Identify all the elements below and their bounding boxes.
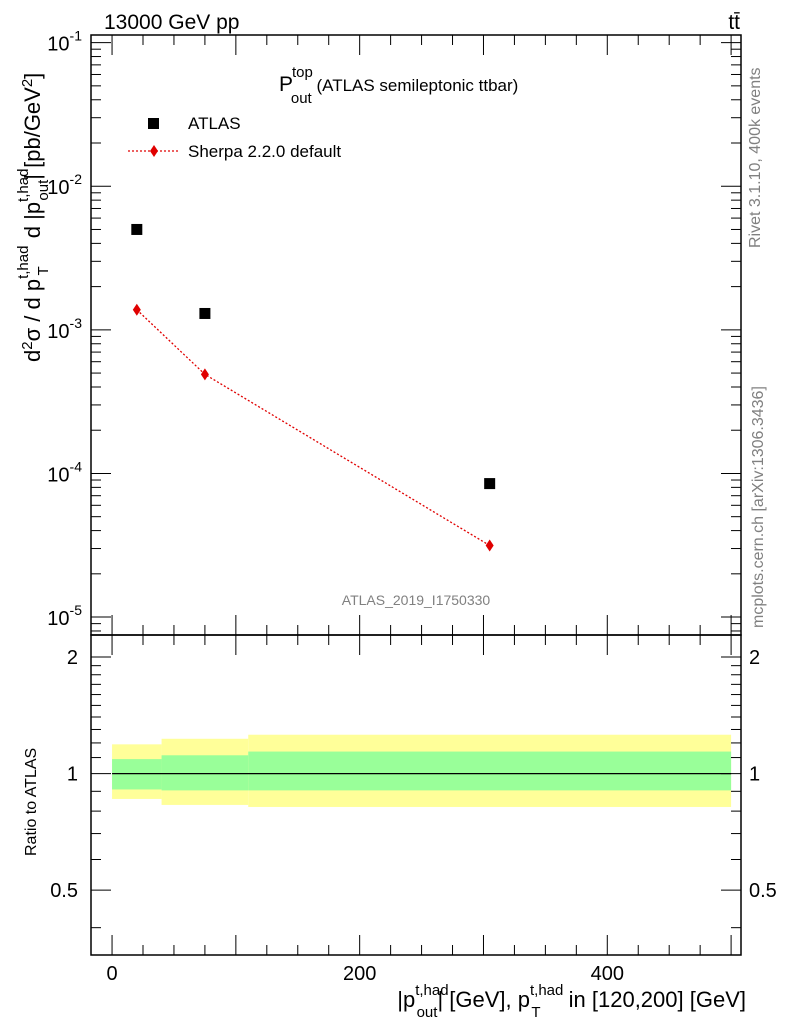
x-tick-label: 400 (591, 963, 624, 985)
ratio-y-tick-label-right: 0.5 (749, 880, 777, 902)
ratio-y-tick-label-left: 1 (67, 764, 78, 786)
main-y-tick-label: 10-4 (47, 458, 82, 486)
ratio-band-inner-1 (161, 755, 249, 791)
x-axis-label: |pt,had out| [GeV], pt,had T in [120,200] … (397, 982, 746, 1021)
plot-title: Ptop out (ATLAS semileptonic ttbar) (279, 64, 518, 107)
data-point-sherpa (132, 303, 141, 316)
data-layer (131, 223, 496, 552)
main-y-axis-label: d2σ / d pt,had T d |pt,had out| [pb/GeV2] (15, 73, 52, 362)
axis-ticks (91, 35, 741, 955)
ratio-band-inner-0 (112, 759, 162, 790)
header-left: 13000 GeV pp (104, 11, 239, 34)
legend-marker-sherpa (150, 145, 158, 157)
ratio-band-inner-2 (248, 751, 732, 791)
ratio-y-axis-label: Ratio to ATLAS (23, 748, 40, 856)
legend-label-atlas: ATLAS (188, 114, 241, 133)
data-point-sherpa (485, 539, 494, 552)
ratio-panel-frame (90, 634, 742, 956)
data-point-atlas (199, 307, 211, 319)
analysis-watermark: ATLAS_2019_I1750330 (342, 592, 491, 608)
series-line-1 (136, 309, 491, 547)
legend-label-sherpa: Sherpa 2.2.0 default (188, 142, 341, 161)
ratio-y-tick-label-right: 1 (749, 764, 760, 786)
main-y-tick-label: 10-2 (47, 171, 82, 199)
header-right: tt̄ (728, 11, 740, 34)
legend: ATLAS Sherpa 2.2.0 default (128, 114, 341, 161)
main-y-tick-label: 10-1 (47, 28, 82, 56)
ratio-y-tick-label-left: 2 (67, 647, 78, 669)
rivet-label: Rivet 3.1.10, 400k events (747, 67, 764, 248)
x-tick-label: 200 (343, 963, 376, 985)
axis-tick-labels: 10-1 10-2 10-3 10-4 10-5 0 200 400 2 2 1 1 0.5 0.5 (47, 28, 777, 985)
mcplots-label: mcplots.cern.ch [arXiv:1306.3436] (750, 386, 767, 628)
data-point-atlas (484, 478, 496, 490)
x-tick-label: 0 (106, 963, 117, 985)
legend-marker-atlas (148, 118, 159, 129)
main-y-tick-label: 10-5 (47, 602, 82, 630)
data-point-sherpa (200, 368, 209, 381)
main-y-tick-label: 10-3 (47, 315, 82, 343)
ratio-bands (112, 734, 732, 807)
ratio-y-tick-label-right: 2 (749, 647, 760, 669)
ratio-y-tick-label-left: 0.5 (50, 880, 78, 902)
data-point-atlas (131, 223, 143, 235)
